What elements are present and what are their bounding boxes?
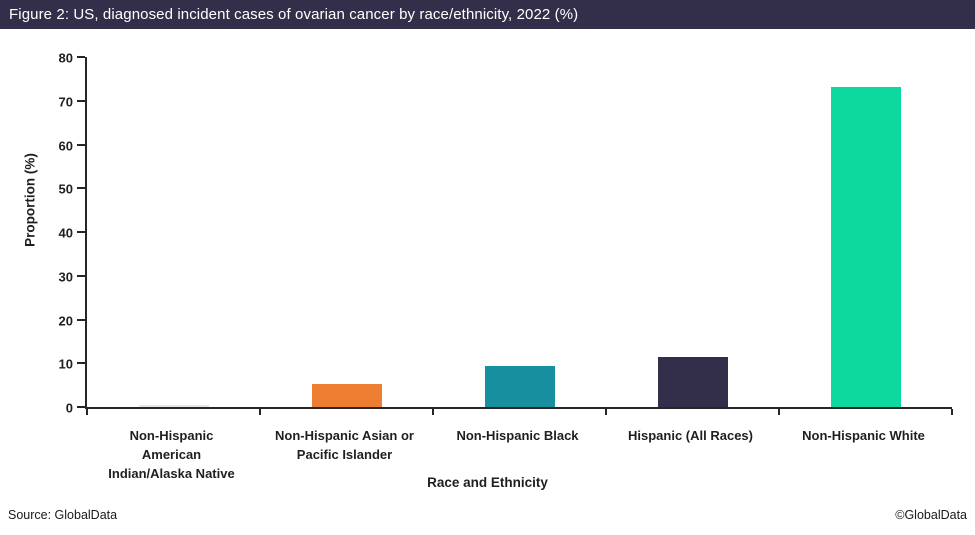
x-axis-tick <box>259 409 261 415</box>
y-axis-tick <box>77 231 85 233</box>
category-label: Non-Hispanic White <box>802 428 925 443</box>
y-axis-tick <box>77 143 85 146</box>
bar-non-hispanic-asian-or-pacific-islander <box>311 384 382 407</box>
copyright-note: ©GlobalData <box>895 508 967 522</box>
bar-non-hispanic-white <box>830 86 901 407</box>
source-note: Source: GlobalData <box>8 508 118 522</box>
x-category-labels: Non-Hispanic American Indian/Alaska Nati… <box>85 427 950 484</box>
y-tick-label: 0 <box>65 400 73 416</box>
x-axis-tick <box>778 409 780 415</box>
bar-non-hispanic-american-indian-alaska-native <box>138 405 209 407</box>
category-label: Non-Hispanic American Indian/Alaska Nati… <box>108 428 235 481</box>
y-tick-label: 50 <box>58 181 73 197</box>
x-axis-tick <box>951 409 953 415</box>
y-tick-label: 30 <box>58 269 73 285</box>
y-tick-label: 70 <box>58 94 73 110</box>
y-tick-label: 40 <box>58 225 73 241</box>
y-axis-tick <box>77 406 85 408</box>
y-axis-tick <box>77 318 85 321</box>
y-tick-label: 10 <box>58 356 73 372</box>
x-axis-tick <box>605 409 607 415</box>
bar-non-hispanic-black <box>484 366 555 407</box>
x-axis-tick <box>86 409 88 415</box>
y-axis-tick <box>77 99 85 102</box>
bar-hispanic-all-races <box>657 357 728 407</box>
y-axis-tick <box>77 187 85 190</box>
y-axis-title: Proportion (%) <box>22 153 38 247</box>
x-axis-tick <box>432 409 434 415</box>
y-tick-label: 60 <box>58 138 73 153</box>
y-axis-tick <box>77 274 85 277</box>
category-label: Hispanic (All Races) <box>628 428 753 443</box>
x-axis-title: Race and Ethnicity <box>427 475 548 490</box>
y-tick-label: 20 <box>58 313 73 328</box>
y-axis-tick <box>77 56 85 58</box>
figure-title-bar: Figure 2: US, diagnosed incident cases o… <box>0 0 975 29</box>
category-label: Non-Hispanic Black <box>456 428 579 443</box>
figure-title: Figure 2: US, diagnosed incident cases o… <box>9 6 579 23</box>
y-tick-label: 80 <box>58 50 73 66</box>
plot-area: 0 10 20 30 40 50 60 70 80 <box>59 51 953 416</box>
y-axis-tick <box>77 362 85 365</box>
category-label: Non-Hispanic Asian or Pacific Islander <box>275 428 414 462</box>
